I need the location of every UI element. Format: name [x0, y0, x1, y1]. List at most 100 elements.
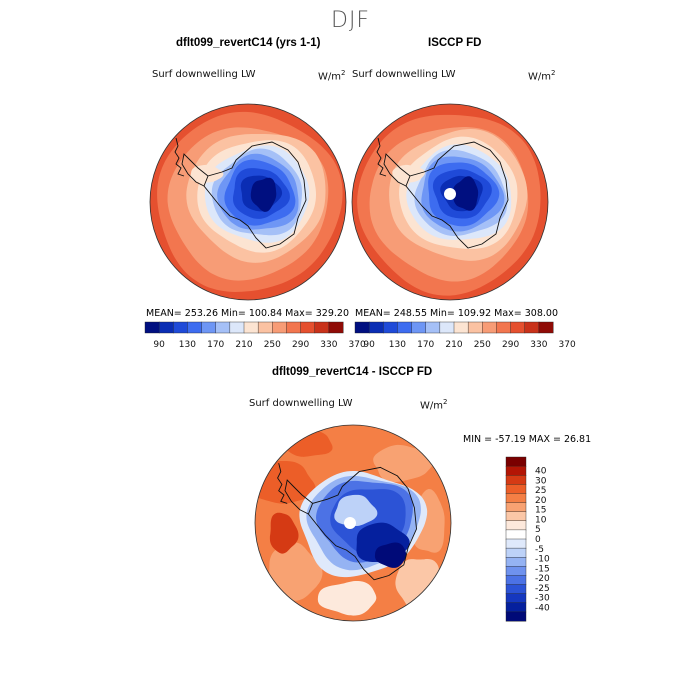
panel-3-units-label: W/m2: [420, 398, 448, 412]
colorbar-swatch: [201, 321, 217, 334]
colorbar-tick-label: 330: [530, 340, 547, 350]
colorbar-swatch: [272, 321, 287, 334]
colorbar-tick-label: 370: [559, 340, 576, 350]
colorbar-swatch: [505, 493, 527, 504]
colorbar-tick-label: -5: [535, 545, 544, 555]
field-layer: [150, 104, 346, 300]
field-contour: [392, 164, 426, 184]
coastline: [383, 153, 411, 187]
figure-title: DJF: [331, 8, 371, 33]
colorbar-swatch: [158, 321, 174, 334]
colorbar-swatch: [144, 321, 160, 334]
colorbar-tick-label: 5: [535, 525, 541, 535]
panel-2-variable-label: Surf downwelling LW: [352, 69, 456, 80]
colorbar-swatch: [505, 511, 527, 522]
colorbar-swatch: [439, 321, 455, 334]
panel-2-title: ISCCP FD: [428, 37, 482, 49]
colorbar-tick-label: 20: [535, 496, 547, 506]
colorbar-tick-label: 250: [264, 340, 281, 350]
colorbar-tick-label: 15: [535, 506, 546, 516]
colorbar-swatch: [286, 321, 302, 334]
colorbar-swatch: [496, 321, 512, 334]
panel-1-stats: MEAN= 253.26 Min= 100.84 Max= 329.20: [146, 308, 350, 319]
field-contour: [452, 176, 479, 211]
colorbar-tick-label: -30: [535, 594, 550, 604]
colorbar-swatch: [243, 321, 259, 334]
colorbar-swatch: [505, 484, 527, 494]
colorbar-tick-label: -10: [535, 555, 550, 565]
coastline: [284, 479, 313, 515]
colorbar-tick-label: 290: [292, 340, 309, 350]
colorbar-swatch: [505, 529, 527, 540]
colorbar-swatch: [505, 538, 527, 549]
colorbar-swatch: [453, 321, 469, 334]
field-contour: [334, 494, 378, 526]
field-contour: [373, 444, 436, 483]
colorbar-tick-label: 330: [320, 340, 337, 350]
colorbar-swatch: [482, 321, 497, 334]
colorbar-swatch: [257, 321, 273, 334]
panel-3-polar-map: [254, 424, 452, 622]
panel-1-variable-label: Surf downwelling LW: [152, 69, 256, 80]
colorbar-tick-label: 40: [535, 467, 547, 477]
colorbar-swatch: [524, 321, 540, 334]
panel-3-variable-label: Surf downwelling LW: [249, 398, 353, 409]
field-contour: [268, 542, 323, 602]
colorbar-swatch: [187, 321, 203, 334]
field-contour: [250, 177, 277, 212]
colorbar-tick-label: 210: [445, 340, 462, 350]
colorbar-tick-label: 170: [207, 340, 224, 350]
field-contour: [190, 164, 224, 183]
colorbar-swatch: [505, 593, 527, 604]
colorbar-tick-label: 25: [535, 486, 546, 496]
field-contour: [317, 580, 377, 616]
colorbar-tick-label: -40: [535, 603, 550, 613]
colorbar-tick-label: 30: [535, 476, 547, 486]
panel-2-stats: MEAN= 248.55 Min= 109.92 Max= 308.00: [355, 308, 559, 319]
panel-3-title: dflt099_revertC14 - ISCCP FD: [272, 366, 433, 378]
colorbar-tick-label: 250: [474, 340, 491, 350]
colorbar-swatch: [505, 456, 527, 467]
map-border: [149, 103, 347, 301]
colorbar-swatch: [505, 475, 527, 485]
pole-hole: [344, 517, 356, 529]
colorbar-swatch: [383, 321, 398, 334]
panel-1-polar-map: [149, 103, 347, 301]
colorbar-swatch: [467, 321, 483, 334]
colorbar-tick-label: -25: [535, 584, 550, 594]
colorbar-swatch: [505, 557, 527, 567]
colorbar-swatch: [300, 321, 316, 334]
panel-1-title: dflt099_revertC14 (yrs 1-1): [176, 37, 321, 49]
colorbar-swatch: [505, 465, 527, 476]
colorbar-tick-label: 370: [349, 340, 366, 350]
colorbar-tick-label: 0: [535, 535, 541, 545]
colorbar-swatch: [354, 321, 370, 334]
coastline: [307, 466, 417, 581]
map-border: [254, 424, 452, 622]
colorbar-tick-label: -20: [535, 574, 550, 584]
coastline: [174, 137, 185, 177]
colorbar-swatch: [314, 321, 330, 334]
coastline: [376, 137, 387, 177]
colorbar-tick-label: 90: [363, 340, 375, 350]
colorbar-swatch: [397, 321, 413, 334]
coastline: [405, 141, 509, 249]
colorbar-tick-label: 290: [502, 340, 519, 350]
colorbar-swatch: [505, 575, 527, 586]
colorbar-swatch: [538, 321, 554, 334]
panel-3-stats: MIN = -57.19 MAX = 26.81: [463, 434, 592, 445]
colorbar-tick-label: 130: [389, 340, 406, 350]
colorbar-swatch: [505, 547, 527, 558]
colorbar-swatch: [411, 321, 427, 334]
colorbar-tick-label: 170: [417, 340, 434, 350]
colorbar-swatch: [229, 321, 245, 334]
colorbar-tick-label: 10: [535, 516, 547, 526]
panel-2-colorbar: 90 130 170 210 250 290 330 370: [354, 321, 576, 350]
colorbar-swatch: [215, 321, 231, 334]
pole-hole: [444, 188, 456, 200]
colorbar-tick-label: 130: [179, 340, 196, 350]
field-contour: [269, 512, 299, 554]
coastline: [277, 463, 288, 504]
colorbar-swatch: [505, 602, 527, 613]
